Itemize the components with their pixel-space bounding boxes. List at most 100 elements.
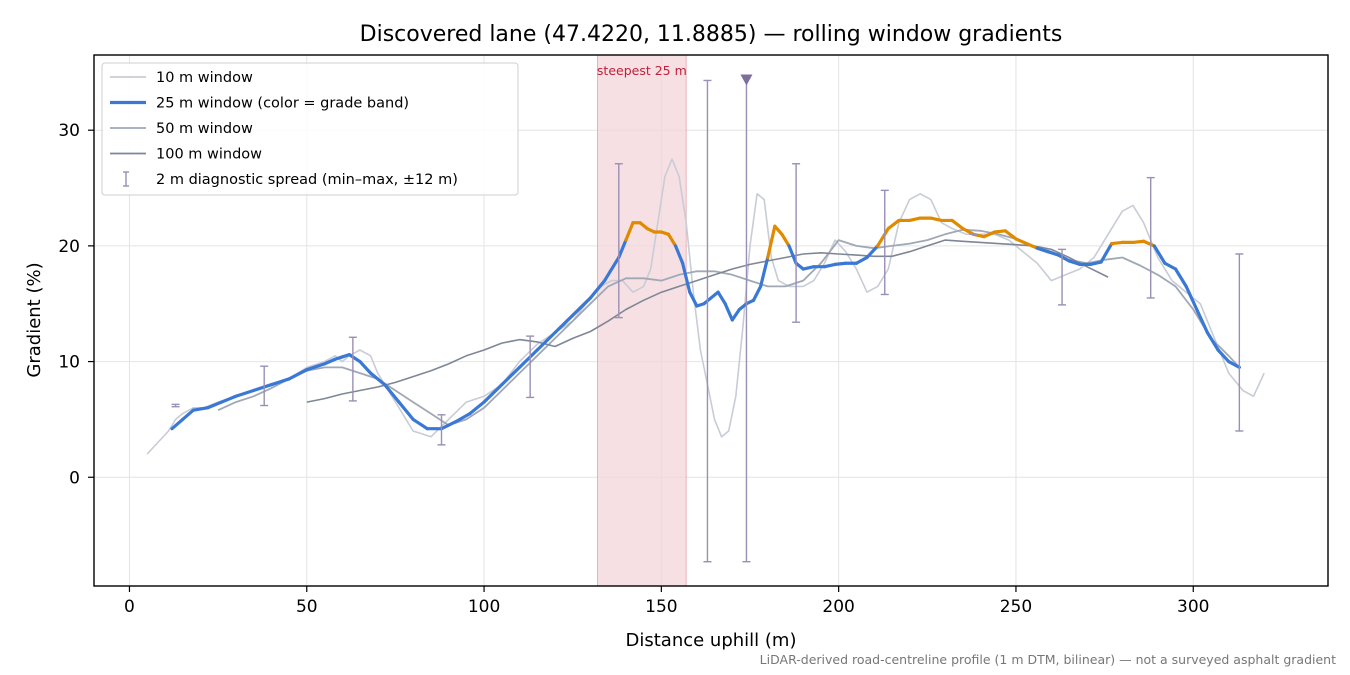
series-25m-segment — [688, 290, 699, 308]
x-tick-label: 0 — [124, 597, 135, 617]
series-25m-segment — [1099, 241, 1114, 264]
series-25m-segment — [950, 218, 965, 231]
series-25m-segment — [865, 244, 880, 260]
peak-marker-triangle — [740, 74, 753, 86]
series-25m-segment — [1216, 348, 1231, 364]
series-25m-segment — [251, 383, 273, 393]
series-25m-segment — [681, 261, 692, 294]
x-tick-label: 300 — [1177, 597, 1209, 617]
series-25m-segment — [1088, 260, 1103, 266]
series-25m-segment — [482, 383, 504, 404]
series-25m-segment — [907, 216, 922, 223]
series-25m-segment — [588, 278, 607, 300]
series-25m-segment — [234, 388, 256, 398]
series-25m-segment — [220, 394, 238, 404]
series-25m-segment — [535, 331, 557, 352]
series-25m-segment — [854, 255, 869, 265]
steepest-band-area — [597, 55, 687, 586]
x-tick-label: 150 — [645, 597, 677, 617]
series-25m-segment — [801, 265, 816, 271]
footnote: LiDAR-derived road-centreline profile (1… — [760, 652, 1336, 667]
legend-label: 10 m window — [156, 70, 253, 86]
series-25m-segment — [1184, 284, 1199, 312]
series-25m-segment — [322, 357, 337, 366]
x-tick-label: 250 — [1000, 597, 1032, 617]
series-25m-segment — [886, 218, 901, 231]
series-line-0 — [146, 158, 1265, 455]
series-25m-segment — [730, 307, 741, 322]
x-tick-label: 100 — [468, 597, 500, 617]
errorbar-layer — [171, 74, 1244, 563]
series-25m-segment — [716, 290, 727, 306]
series-25m-segment — [1195, 307, 1210, 335]
series-25m-segment — [571, 296, 593, 317]
series-25m-segment — [287, 368, 309, 381]
x-tick-label: 200 — [822, 597, 854, 617]
series-25m-segment — [787, 244, 798, 265]
steepest-band — [597, 55, 687, 586]
series-25m-segment — [822, 262, 837, 269]
series-25m-segment — [1131, 239, 1146, 245]
series-25m-segment — [170, 417, 185, 431]
series-25m-segment — [1173, 267, 1188, 288]
series-25m-segment — [205, 400, 224, 410]
chart-title: Discovered lane (47.4220, 11.8885) — rol… — [360, 22, 1063, 47]
series-25m-segment — [723, 302, 734, 322]
series-25m-segment — [1046, 250, 1061, 257]
series-25m-segment — [759, 255, 770, 288]
series-25m-segment — [269, 377, 291, 387]
series-25m-segment — [1024, 241, 1039, 250]
y-tick-label: 30 — [58, 121, 80, 141]
series-25m-segment — [305, 362, 327, 372]
legend-label: 50 m window — [156, 121, 253, 137]
series-25m-segment — [500, 365, 522, 387]
series-25m-segment — [1227, 359, 1241, 369]
series-25m-segment — [397, 400, 415, 422]
plot-frame — [93, 54, 1329, 587]
y-tick-label: 20 — [58, 237, 80, 257]
y-tick-label: 0 — [69, 468, 80, 488]
x-tick-label: 50 — [296, 597, 318, 617]
series-25m-segment — [1110, 240, 1124, 246]
series-25m-segment — [780, 232, 791, 248]
series-25m-segment — [468, 400, 486, 416]
legend-label: 25 m window (color = grade band) — [156, 96, 409, 112]
legend-label: 100 m window — [156, 147, 262, 163]
series-25m-segment — [191, 406, 210, 412]
x-axis-label: Distance uphill (m) — [626, 630, 797, 651]
legend-box — [101, 62, 519, 196]
series-25m-segment — [961, 226, 976, 236]
series-25m-segment — [439, 420, 458, 431]
series-25m-segment — [624, 221, 635, 242]
series-25m-segment — [368, 371, 387, 387]
series-25m-segment — [773, 224, 784, 236]
y-axis-label: Gradient (%) — [24, 262, 45, 377]
series-25m-segment — [1014, 237, 1029, 246]
series-25m-segment — [1056, 253, 1071, 263]
series-25m-segment — [1163, 261, 1178, 271]
series-25m-segment — [454, 412, 472, 424]
series-25m-segment — [603, 255, 621, 283]
series-25m-segment — [347, 353, 362, 364]
series-25m-segment — [993, 229, 1007, 234]
series-25m-segment — [383, 383, 401, 404]
series-25m-segment — [617, 238, 628, 260]
series-25m-segment — [666, 232, 678, 248]
series-25m-segment — [833, 261, 848, 266]
series-25m-segment — [358, 359, 373, 375]
series-25m-segment — [982, 230, 997, 239]
series-25m-segment — [876, 226, 890, 248]
series-line-3 — [306, 239, 1109, 403]
series-25m-segment — [1003, 229, 1018, 241]
series-25m-segment — [411, 417, 429, 431]
axis-ticks: 0 50 100 150 200 250 300 0 10 20 30 — [58, 121, 1209, 617]
series-25m-segment — [929, 216, 944, 223]
series-25m-segment — [517, 348, 539, 369]
legend-label: 2 m diagnostic spread (min–max, ±12 m) — [156, 172, 458, 188]
series-25m-segment — [181, 408, 195, 422]
legend: 10 m window 25 m window (color = grade ba… — [101, 62, 519, 196]
series-25m-segment — [673, 244, 685, 265]
y-tick-label: 10 — [58, 353, 80, 373]
band-label: steepest 25 m — [597, 63, 687, 78]
